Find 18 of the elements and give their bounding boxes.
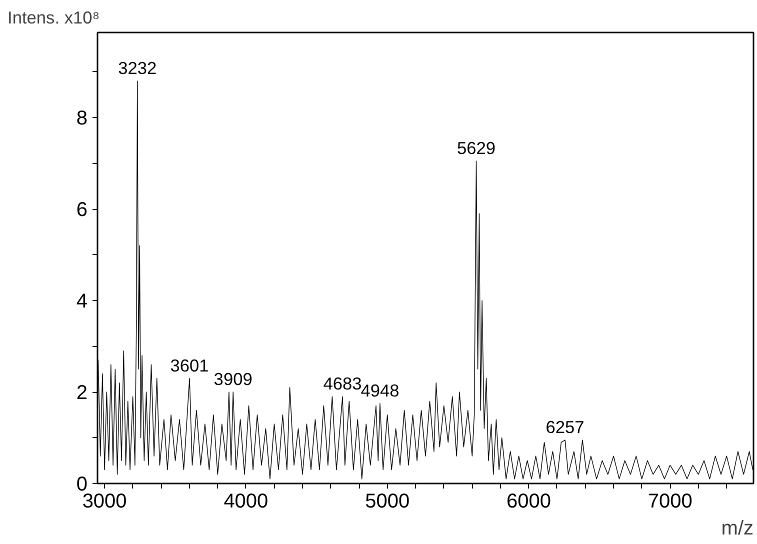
x-tick-label: 3000: [82, 490, 127, 512]
annotation: 3601: [170, 355, 209, 376]
x-tick-label: 5000: [365, 490, 410, 512]
x-tick-label: 7000: [648, 490, 692, 512]
y-axis-title: Intens. x10⁸: [8, 8, 100, 28]
annotation: 5629: [456, 138, 496, 158]
y-tick-label: 6: [76, 199, 88, 222]
annotation: 4948: [360, 380, 400, 400]
annotation: 6257: [546, 417, 584, 438]
x-tick-label: 4000: [224, 490, 268, 512]
x-tick-label: 6000: [506, 490, 551, 512]
y-tick-label: 8: [76, 108, 88, 130]
x-axis-title: m/z: [721, 518, 754, 540]
annotation: 3232: [118, 58, 157, 78]
annotation: 3909: [214, 369, 252, 390]
annotation: 4683: [323, 374, 362, 394]
y-tick-label: 4: [76, 290, 88, 313]
y-tick-label: 2: [76, 382, 88, 404]
